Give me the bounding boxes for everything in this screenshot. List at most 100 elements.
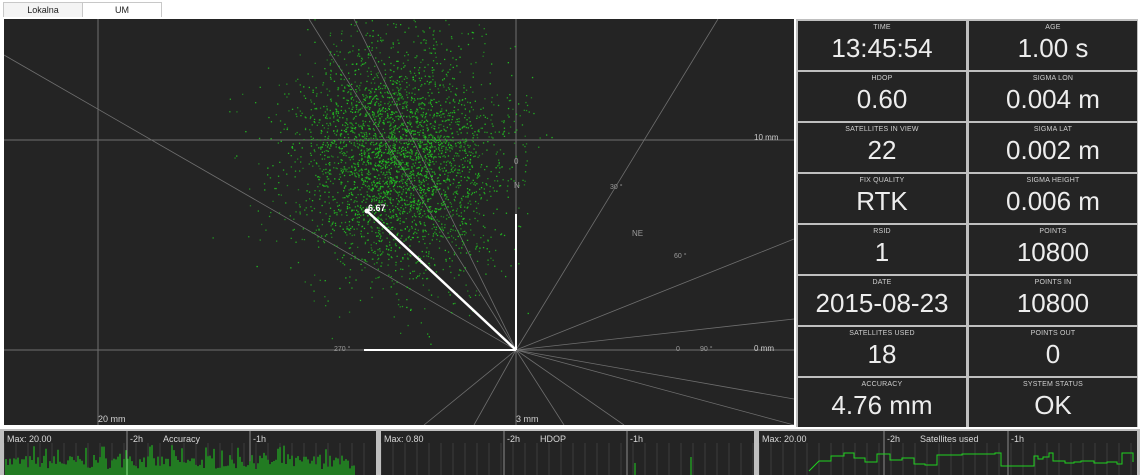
stat-label: SIGMA LAT: [1033, 126, 1073, 133]
scatter-plot-canvas: 10 mm 0 mm 20 mm 3 mm N NE 0 30 ° 60 ° 2…: [3, 18, 795, 426]
stat-sigma-lat: SIGMA LAT 0.002 m: [969, 123, 1137, 172]
stat-sigma-lon: SIGMA LON 0.004 m: [969, 72, 1137, 121]
stat-label: SATELLITES IN VIEW: [845, 126, 919, 133]
stat-label: AGE: [1045, 24, 1061, 31]
grid-radial-line: [515, 349, 625, 426]
stat-fix-quality: FIX QUALITY RTK: [798, 174, 966, 223]
chart-time-2h: -2h: [887, 434, 901, 444]
stat-value: 22: [867, 135, 897, 165]
stat-label: DATE: [872, 279, 892, 286]
label-north: N: [514, 181, 520, 190]
history-chart-canvas: [4, 431, 365, 475]
label-northeast: NE: [632, 229, 643, 238]
chart-time-1h: -1h: [253, 434, 267, 444]
grid-radial-line: [515, 18, 719, 351]
stat-age: AGE 1.00 s: [969, 21, 1137, 70]
grid-radial-line: [473, 349, 517, 426]
plot-grid: [3, 18, 795, 426]
label-3mm: 3 mm: [516, 414, 539, 424]
label-30deg: 30 °: [610, 183, 623, 191]
stat-value: OK: [1034, 390, 1072, 420]
history-chart-1: Max: 20.00 -2h Accuracy -1h: [4, 431, 376, 475]
chart-time-1h: -1h: [630, 434, 644, 444]
stat-label: POINTS OUT: [1030, 330, 1076, 337]
stat-value: 0: [1045, 339, 1061, 369]
history-charts: Max: 20.00 -2h Accuracy -1h Max: 0.80 -2h HDOP…: [0, 429, 1140, 475]
stat-value: 18: [867, 339, 897, 369]
stat-sigma-height: SIGMA HEIGHT 0.006 m: [969, 174, 1137, 223]
stat-label: SYSTEM STATUS: [1023, 381, 1083, 388]
label-0deg: 0: [676, 346, 680, 353]
grid-radial-line: [515, 349, 795, 400]
stat-points: POINTS 10800: [969, 225, 1137, 274]
grid-radial-line: [515, 349, 565, 426]
stat-points-in: POINTS IN 10800: [969, 276, 1137, 325]
grid-radial-line: [515, 238, 795, 351]
history-chart-2: Max: 0.80 -2h HDOP -1h: [381, 431, 754, 475]
current-point-value: 6.67: [368, 203, 386, 213]
stat-label: RSID: [873, 228, 891, 235]
stat-value: RTK: [856, 186, 908, 216]
stats-panel: TIME 13:45:54 AGE 1.00 s HDOP 0.60 SIGMA LON 0.…: [796, 19, 1138, 427]
stat-system-status: SYSTEM STATUS OK: [969, 378, 1137, 427]
grid-radial-line: [353, 18, 517, 351]
stat-accuracy: ACCURACY 4.76 mm: [798, 378, 966, 427]
chart-title: HDOP: [540, 434, 567, 444]
current-position-marker: [364, 208, 370, 214]
tab-lokalna[interactable]: Lokalna: [3, 2, 83, 17]
stat-time: TIME 13:45:54: [798, 21, 966, 70]
history-chart-canvas: [381, 431, 754, 475]
label-90deg: 90 °: [700, 345, 713, 353]
stat-date: DATE 2015-08-23: [798, 276, 966, 325]
stat-value: 10800: [1016, 288, 1090, 318]
stat-label: FIX QUALITY: [859, 177, 905, 184]
label-10mm: 10 mm: [754, 133, 779, 142]
tab-bar: Lokalna UM: [0, 0, 1140, 18]
stat-label: POINTS IN: [1034, 279, 1072, 286]
chart-time-2h: -2h: [130, 434, 144, 444]
stat-value: 0.004 m: [1006, 84, 1100, 114]
tab-um[interactable]: UM: [82, 2, 162, 17]
label-60deg: 60 °: [674, 252, 687, 260]
position-vectors: [364, 208, 517, 351]
chart-title: Satellites used: [920, 434, 979, 444]
stat-value: 0.006 m: [1006, 186, 1100, 216]
chart-title: Accuracy: [163, 434, 201, 444]
stat-label: SIGMA LON: [1032, 75, 1074, 82]
grid-radial-line: [515, 349, 795, 426]
stat-satellites-in-view: SATELLITES IN VIEW 22: [798, 123, 966, 172]
label-zero: 0: [514, 157, 519, 166]
stat-value: 0.60: [856, 84, 908, 114]
stat-label: HDOP: [871, 75, 893, 82]
chart-time-2h: -2h: [507, 434, 521, 444]
stat-value: 10800: [1016, 237, 1090, 267]
stat-rsid: RSID 1: [798, 225, 966, 274]
chart-max-label: Max: 20.00: [7, 434, 52, 444]
history-trace: [634, 457, 692, 475]
stat-label: SIGMA HEIGHT: [1026, 177, 1080, 184]
stat-label: TIME: [873, 24, 891, 31]
stat-label: POINTS: [1039, 228, 1067, 235]
grid-radial-line: [3, 54, 517, 351]
label-270deg: 270 °: [334, 345, 351, 353]
stat-label: SATELLITES USED: [849, 330, 915, 337]
history-chart-canvas: [759, 431, 1134, 475]
history-trace: [5, 445, 355, 475]
chart-time-1h: -1h: [1011, 434, 1025, 444]
stat-value: 2015-08-23: [815, 288, 949, 318]
chart-max-label: Max: 20.00: [762, 434, 807, 444]
history-chart-3: Max: 20.00 -2h Satellites used -1h: [759, 431, 1137, 475]
label-0mm: 0 mm: [754, 344, 774, 353]
stat-value: 0.002 m: [1006, 135, 1100, 165]
stat-points-out: POINTS OUT 0: [969, 327, 1137, 376]
grid-radial-line: [423, 349, 517, 426]
stat-value: 13:45:54: [831, 33, 933, 63]
history-trace: [808, 452, 1134, 472]
stat-satellites-used: SATELLITES USED 18: [798, 327, 966, 376]
chart-max-label: Max: 0.80: [384, 434, 424, 444]
scatter-plot[interactable]: 10 mm 0 mm 20 mm 3 mm N NE 0 30 ° 60 ° 2…: [3, 18, 795, 426]
scatter-points: [212, 19, 553, 345]
stat-hdop: HDOP 0.60: [798, 72, 966, 121]
stat-label: ACCURACY: [861, 381, 903, 388]
label-20mm: 20 mm: [98, 414, 126, 424]
